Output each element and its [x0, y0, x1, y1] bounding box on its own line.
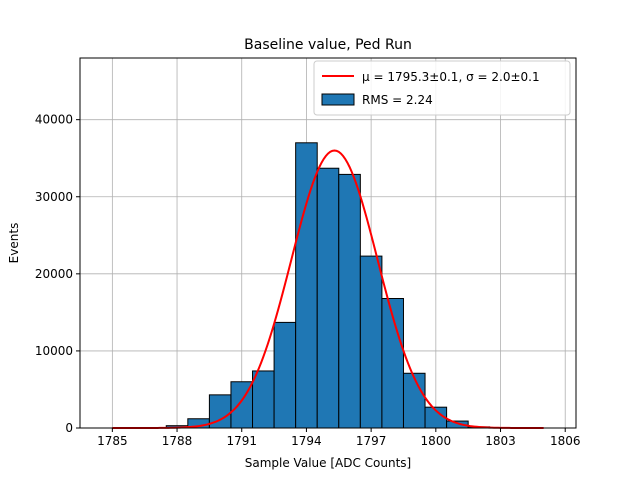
y-tick-label: 30000 [35, 190, 73, 204]
x-tick-label: 1806 [550, 434, 581, 448]
x-tick-label: 1794 [291, 434, 322, 448]
x-tick-label: 1791 [226, 434, 257, 448]
y-tick-label: 0 [65, 421, 73, 435]
legend-hist-swatch [321, 93, 355, 106]
histogram-bar [338, 173, 361, 429]
legend-hist-label: RMS = 2.24 [362, 93, 433, 107]
legend: μ = 1795.3±0.1, σ = 2.0±0.1 RMS = 2.24 [313, 60, 571, 116]
x-tick-label: 1785 [97, 434, 128, 448]
plot-frame [79, 57, 577, 429]
y-tick-label: 10000 [35, 344, 73, 358]
axis-ticks: 1785 1788 1791 1794 1797 1800 1803 1806 0 10000 20… [35, 113, 581, 448]
x-tick-label: 1788 [162, 434, 193, 448]
y-axis-label: Events [7, 223, 21, 264]
y-tick-label: 20000 [35, 267, 73, 281]
fit-curve-layer [112, 149, 544, 429]
x-tick-label: 1800 [421, 434, 452, 448]
histogram-bar [316, 167, 340, 429]
x-tick-label: 1797 [356, 434, 387, 448]
histogram-bar [359, 255, 383, 429]
x-tick-label: 1803 [485, 434, 516, 448]
chart-title: Baseline value, Ped Run [244, 37, 412, 53]
histogram-bar [252, 370, 275, 429]
x-axis-label: Sample Value [ADC Counts] [245, 456, 411, 470]
histogram-bar [402, 372, 426, 429]
legend-fit-label: μ = 1795.3±0.1, σ = 2.0±0.1 [362, 70, 540, 84]
legend-box [313, 60, 571, 116]
fit-curve [112, 149, 544, 429]
histogram-bar [295, 142, 318, 429]
histogram-bar [273, 321, 297, 429]
y-tick-label: 40000 [35, 113, 73, 127]
histogram-bars [165, 142, 491, 429]
